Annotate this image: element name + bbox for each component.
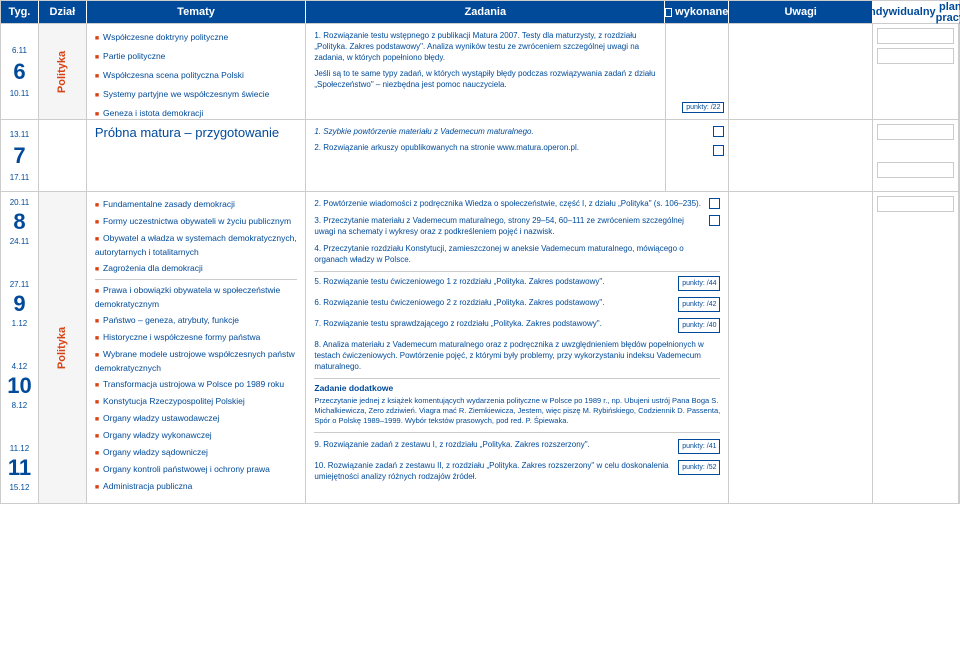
topics-cell: ■Fundamentalne zasady demokracji ■Formy … xyxy=(87,192,307,503)
points-box: punkty: /52 xyxy=(678,460,720,475)
week-cell: 20.11 8 24.11 27.11 9 1.12 4.12 10 8.12 … xyxy=(1,192,39,503)
plan-input[interactable] xyxy=(877,48,954,64)
checkbox[interactable] xyxy=(713,126,724,137)
tasks-cell: 1. Szybkie powtórzenie materiału z Vadem… xyxy=(306,120,665,191)
plan-cell xyxy=(873,24,959,119)
plan-input[interactable] xyxy=(877,28,954,44)
points-box: punkty: /40 xyxy=(678,318,720,333)
table-row: 13.11 7 17.11 Próbna matura – przygotowa… xyxy=(0,120,960,192)
notes-cell xyxy=(729,192,873,503)
notes-cell xyxy=(729,120,873,191)
section-cell xyxy=(39,120,87,191)
table-row: 20.11 8 24.11 27.11 9 1.12 4.12 10 8.12 … xyxy=(0,192,960,504)
points-box: punkty: /44 xyxy=(678,276,720,291)
plan-input[interactable] xyxy=(877,196,954,212)
done-cell xyxy=(666,120,730,191)
plan-input[interactable] xyxy=(877,124,954,140)
header-plan: Indywidualny plan pracy xyxy=(873,1,959,23)
plan-input[interactable] xyxy=(877,162,954,178)
section-cell: Polityka xyxy=(39,24,87,119)
topics-cell: ■Współczesne doktryny polityczne ■Partie… xyxy=(87,24,307,119)
topics-cell: Próbna matura – przygotowanie xyxy=(87,120,307,191)
points-box: punkty: /42 xyxy=(678,297,720,312)
checkbox[interactable] xyxy=(709,198,720,209)
points-box: punkty: /22 xyxy=(682,102,724,113)
header-tematy: Tematy xyxy=(87,1,306,23)
week-cell: 13.11 7 17.11 xyxy=(1,120,39,191)
tasks-cell: 1. Rozwiązanie testu wstępnego z publika… xyxy=(306,24,665,119)
tasks-cell: 2. Powtórzenie wiadomości z podręcznika … xyxy=(306,192,729,503)
header-wykonane: wykonane xyxy=(665,1,729,23)
checkbox-icon xyxy=(665,8,672,17)
done-cell: punkty: /22 xyxy=(666,24,730,119)
notes-cell xyxy=(729,24,873,119)
checkbox[interactable] xyxy=(713,145,724,156)
table-header: Tyg. Dział Tematy Zadania wykonane Uwagi… xyxy=(0,0,960,24)
table-row: 6.11 6 10.11 Polityka ■Współczesne doktr… xyxy=(0,24,960,120)
points-box: punkty: /41 xyxy=(678,439,720,454)
week-cell: 6.11 6 10.11 xyxy=(1,24,39,119)
section-cell: Polityka xyxy=(39,192,87,503)
plan-cell xyxy=(873,120,959,191)
checkbox[interactable] xyxy=(709,215,720,226)
plan-cell xyxy=(873,192,959,503)
header-tyg: Tyg. xyxy=(1,1,39,23)
header-uwagi: Uwagi xyxy=(729,1,873,23)
header-dzial: Dział xyxy=(39,1,87,23)
header-zadania: Zadania xyxy=(306,1,665,23)
